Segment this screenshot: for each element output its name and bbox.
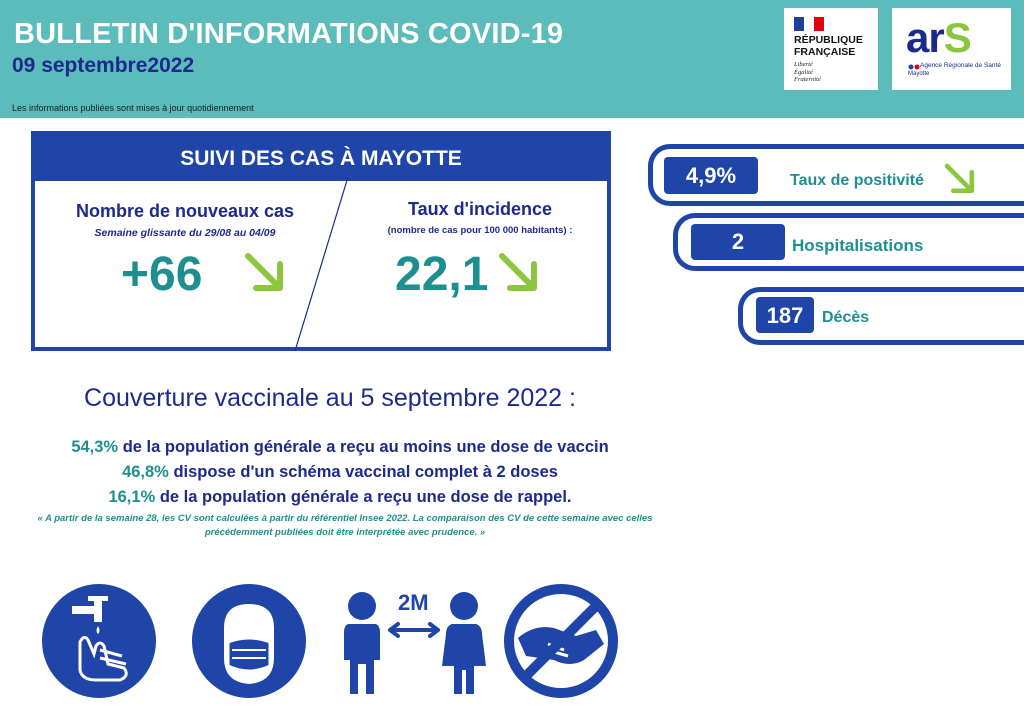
hospitalisation-label: Hospitalisations	[792, 236, 924, 255]
vaccination-line: 54,3% de la population générale a reçu a…	[71, 438, 609, 456]
header-band: BULLETIN D'INFORMATIONS COVID-19 09 sept…	[0, 0, 1024, 118]
face-mask-icon	[192, 584, 306, 698]
incidence-label: Taux d'incidence	[408, 199, 552, 219]
new-cases-label: Nombre de nouveaux cas	[75, 201, 295, 221]
ars-wordmark: arS	[906, 14, 972, 61]
case-monitoring-panel: SUIVI DES CAS À MAYOTTE Nombre de nouvea…	[31, 131, 611, 351]
panel-divider	[294, 177, 349, 351]
down-arrow-icon	[245, 253, 283, 291]
vaccination-line: 46,8% dispose d'un schéma vaccinal compl…	[122, 463, 558, 481]
hospitalisation-value: 2	[691, 224, 785, 260]
svg-text:2M: 2M	[398, 590, 429, 615]
republique-francaise-logo: RÉPUBLIQUE FRANÇAISE Liberté Égalité Fra…	[784, 8, 878, 90]
flag-icon	[794, 17, 824, 31]
vaccination-title: Couverture vaccinale au 5 septembre 2022…	[84, 384, 576, 412]
positivity-label: Taux de positivité	[790, 172, 924, 189]
positivity-value: 4,9%	[664, 157, 758, 194]
new-cases-period: Semaine glissante du 29/08 au 04/09	[94, 227, 276, 239]
hospitalisation-indicator: 2 Hospitalisations	[673, 213, 1024, 271]
down-arrow-icon	[944, 163, 975, 194]
rf-motto: Liberté Égalité Fraternité	[794, 61, 821, 83]
vaccination-line: 16,1% de la population générale a reçu u…	[108, 488, 572, 506]
deaths-label: Décès	[822, 309, 870, 326]
page-title: BULLETIN D'INFORMATIONS COVID-19	[14, 18, 564, 50]
ars-region: Mayotte	[908, 71, 930, 77]
down-arrow-icon	[499, 253, 537, 291]
no-handshake-icon	[504, 584, 618, 698]
update-note: Les informations publiées sont mises à j…	[12, 103, 254, 113]
new-cases-value: +66	[121, 248, 203, 301]
positivity-indicator: 4,9% Taux de positivité	[648, 144, 1024, 206]
deaths-indicator: 187 Décès	[738, 287, 1024, 345]
deaths-value: 187	[756, 297, 814, 333]
distance-icon: 2M	[344, 590, 486, 694]
ars-subtitle: Agence Régionale de Santé	[920, 62, 1001, 69]
panel-heading: SUIVI DES CAS À MAYOTTE	[35, 135, 607, 181]
ars-dots-icon	[908, 64, 920, 70]
bulletin-date: 09 septembre2022	[12, 54, 195, 77]
incidence-value: 22,1	[395, 248, 489, 301]
incidence-unit: (nombre de cas pour 100 000 habitants) :	[387, 225, 573, 236]
hand-washing-icon	[42, 584, 156, 698]
vaccination-note: « A partir de la semaine 28, les CV sont…	[37, 513, 653, 538]
ars-logo: arS Agence Régionale de Santé Mayotte	[892, 8, 1011, 90]
rf-name: RÉPUBLIQUE FRANÇAISE	[794, 34, 863, 58]
